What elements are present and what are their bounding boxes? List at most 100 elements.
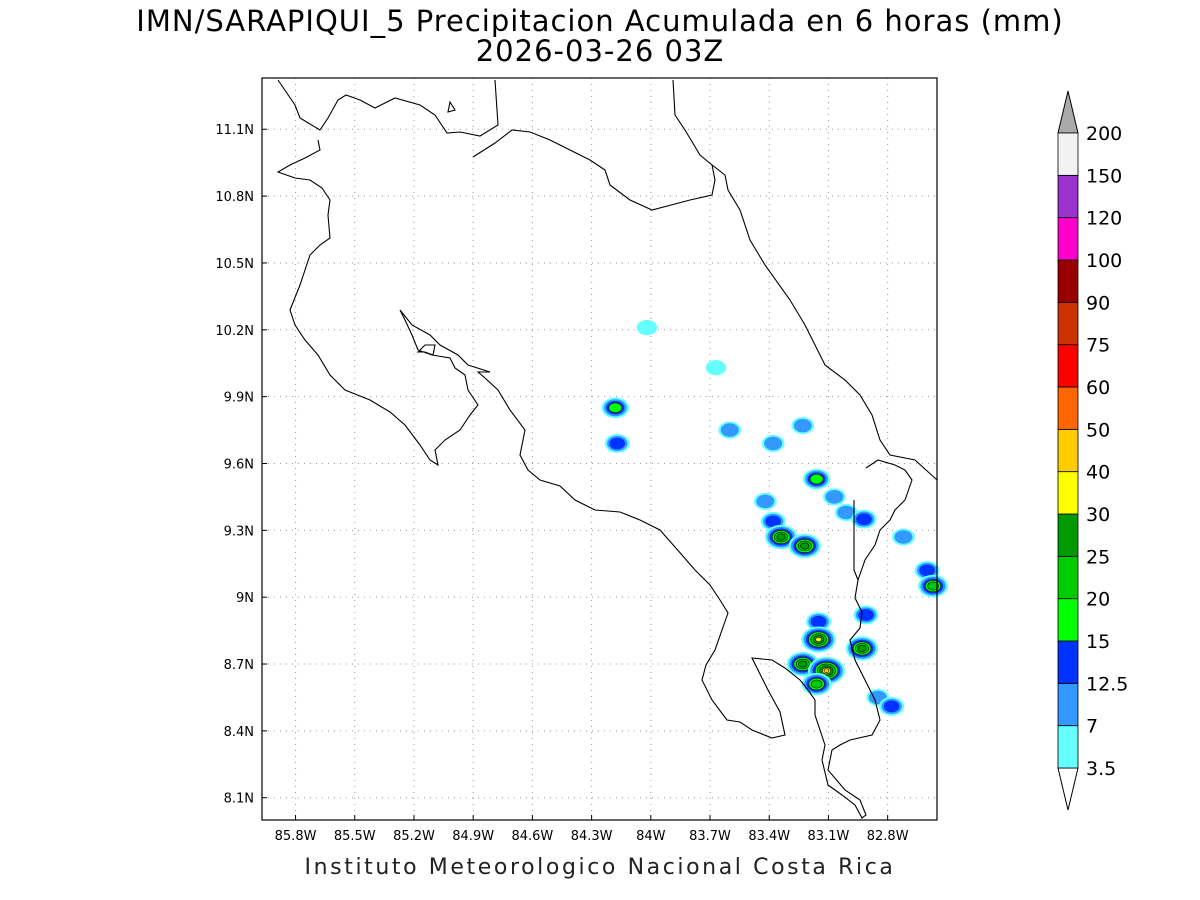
precip-cell <box>801 672 832 696</box>
longitude-axis-labels: 85.8W 85.5W 85.2W 84.9W 84.6W 84.3W 84W 83.7W 83… <box>275 829 909 844</box>
lat-tick-label: 10.2N <box>215 324 254 339</box>
precip-contour-level <box>858 609 874 621</box>
precip-contour-level <box>810 615 827 628</box>
lat-tick-label: 9.6N <box>224 457 254 472</box>
colorbar-label: 20 <box>1086 589 1110 611</box>
colorbar-swatch <box>1057 682 1079 727</box>
latitude-axis-labels: 11.1N 10.8N 10.5N 10.2N 9.9N 9.6N 9.3N 9N 8.7N 8.… <box>215 123 254 806</box>
colorbar-label: 7 <box>1086 716 1098 738</box>
precip-contour-level <box>927 581 939 591</box>
precip-contour-level <box>837 505 856 520</box>
lat-tick-label: 11.1N <box>215 123 254 138</box>
colorbar-legend: 3.5 7 12.5 15 20 25 30 40 50 60 75 90 100 120 150 200 <box>1057 90 1128 811</box>
precip-contour-level <box>919 564 935 577</box>
colorbar-swatch <box>1057 132 1079 176</box>
precip-cell <box>636 319 658 336</box>
precipitation-layer <box>601 319 949 716</box>
colorbar-label: 15 <box>1086 631 1110 653</box>
lat-tick-label: 8.7N <box>224 658 254 673</box>
map-subtitle-date: 2026-03-26 03Z <box>475 34 725 68</box>
precip-contour-level <box>857 644 867 652</box>
colorbar-swatch <box>1057 471 1079 515</box>
colorbar-under-triangle <box>1057 767 1079 811</box>
precip-contour-level <box>800 542 810 550</box>
colorbar-label: 3.5 <box>1086 758 1116 780</box>
footer-credit: Instituto Meteorologico Nacional Costa R… <box>304 855 896 880</box>
precip-cell <box>853 605 879 625</box>
lon-tick-label: 84.6W <box>511 829 553 844</box>
colorbar-label: 12.5 <box>1086 673 1128 695</box>
precip-cell <box>845 636 879 661</box>
map-frame <box>261 77 938 821</box>
map-grid <box>262 78 937 820</box>
colorbar-label: 60 <box>1086 377 1110 399</box>
lon-tick-label: 85.2W <box>393 829 435 844</box>
colorbar-label: 100 <box>1086 250 1122 272</box>
precip-contour-level <box>798 660 808 668</box>
precip-cell <box>791 417 815 435</box>
lon-tick-label: 83.4W <box>748 829 790 844</box>
precip-contour-level <box>809 473 824 485</box>
precip-contour-level <box>705 360 727 376</box>
precip-contour-level <box>756 494 775 509</box>
lon-tick-label: 83.1W <box>808 829 850 844</box>
precip-contour-level <box>856 513 872 526</box>
precip-cell <box>822 488 846 506</box>
precip-contour-level <box>894 530 913 544</box>
precip-cell <box>805 612 832 632</box>
map-title: IMN/SARAPIQUI_5 Precipitacion Acumulada … <box>136 4 1064 38</box>
lon-tick-label: 83.7W <box>689 829 731 844</box>
precip-cell <box>879 696 905 716</box>
colorbar-label: 25 <box>1086 546 1110 568</box>
colorbar-label: 150 <box>1086 165 1122 187</box>
colorbar-swatch <box>1057 725 1079 769</box>
colorbar-swatch <box>1057 640 1079 684</box>
precip-contour-level <box>609 437 626 450</box>
precip-cell <box>892 528 915 546</box>
precip-cell <box>604 433 630 453</box>
precip-contour-level <box>776 533 786 541</box>
precip-contour-level <box>883 700 900 713</box>
lat-tick-label: 10.5N <box>215 257 254 272</box>
colorbar-label: 200 <box>1086 123 1122 145</box>
lat-tick-label: 8.1N <box>224 792 254 807</box>
colorbar-label: 120 <box>1086 208 1122 230</box>
precip-contour-level <box>720 423 739 437</box>
colorbar-swatch <box>1057 259 1079 303</box>
precip-cell <box>601 397 630 419</box>
costa-rica-outline <box>276 79 938 819</box>
precip-contour-level <box>608 402 623 414</box>
precip-cell <box>801 626 836 653</box>
precip-cell <box>753 492 777 510</box>
precip-contour-level <box>636 319 658 336</box>
precip-cell <box>705 360 727 376</box>
colorbar-swatch <box>1057 174 1079 219</box>
lat-tick-label: 10.8N <box>215 190 254 205</box>
lat-tick-label: 9.9N <box>224 391 254 406</box>
lon-tick-label: 85.5W <box>334 829 376 844</box>
precip-cell <box>761 434 785 452</box>
colorbar-swatch <box>1057 344 1079 388</box>
precip-cell <box>918 574 949 598</box>
colorbar-over-triangle <box>1057 90 1079 134</box>
precip-cell <box>802 468 831 490</box>
colorbar-swatch <box>1057 217 1079 261</box>
precip-contour-level <box>793 418 812 433</box>
colorbar-swatch <box>1057 301 1079 346</box>
colorbar-swatch <box>1057 513 1079 557</box>
lat-tick-label: 9.3N <box>224 524 254 539</box>
precip-contour-level <box>810 679 823 689</box>
precip-contour-level <box>764 436 783 451</box>
precip-contour-level <box>815 636 822 643</box>
lat-tick-label: 8.4N <box>224 725 254 740</box>
colorbar-label: 40 <box>1086 462 1110 484</box>
colorbar-swatch <box>1057 428 1079 473</box>
lon-tick-label: 82.8W <box>867 829 909 844</box>
coastline-layer <box>276 79 938 819</box>
colorbar-swatch <box>1057 386 1079 430</box>
lon-tick-label: 84.9W <box>452 829 494 844</box>
colorbar-label: 90 <box>1086 292 1110 314</box>
colorbar-label: 75 <box>1086 335 1110 357</box>
lon-tick-label: 84W <box>636 829 666 844</box>
